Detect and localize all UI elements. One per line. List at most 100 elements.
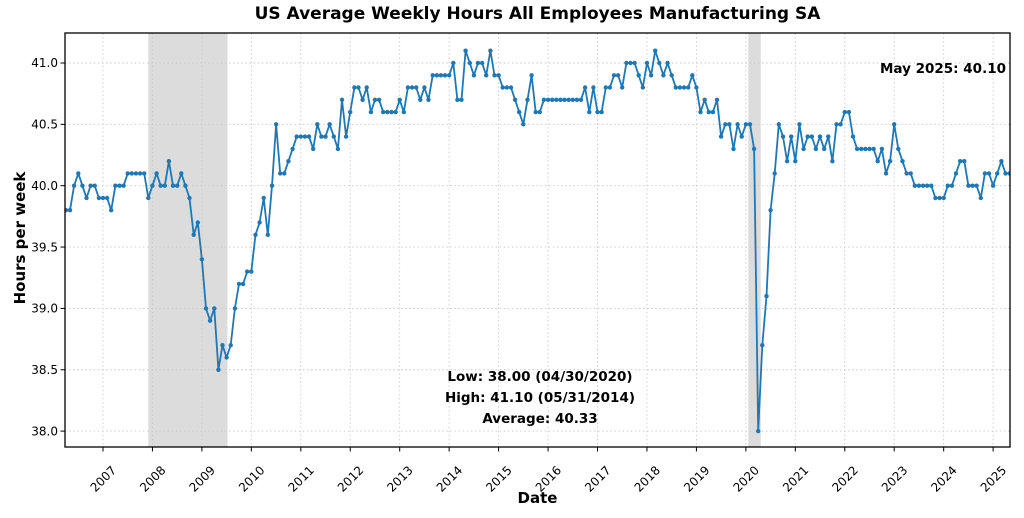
data-point bbox=[570, 97, 575, 103]
data-point bbox=[937, 195, 942, 201]
data-point bbox=[648, 73, 654, 78]
data-point bbox=[290, 146, 295, 152]
data-point bbox=[920, 183, 926, 188]
y-axis-label: Hours per week bbox=[11, 171, 29, 305]
data-point bbox=[875, 159, 880, 164]
data-point bbox=[492, 73, 497, 78]
data-point bbox=[863, 146, 868, 152]
data-point bbox=[475, 60, 481, 66]
data-point bbox=[430, 73, 435, 78]
data-point bbox=[203, 306, 209, 311]
data-point bbox=[364, 85, 369, 90]
data-point bbox=[784, 159, 790, 164]
data-point bbox=[805, 134, 810, 139]
data-point bbox=[187, 195, 192, 201]
data-point bbox=[747, 122, 753, 127]
data-point bbox=[760, 343, 765, 348]
data-point bbox=[133, 171, 139, 176]
data-point bbox=[166, 159, 172, 164]
data-point bbox=[896, 146, 901, 152]
data-point bbox=[389, 109, 394, 115]
data-point bbox=[842, 109, 847, 115]
data-point bbox=[360, 97, 365, 103]
data-point bbox=[146, 195, 151, 201]
gridlines bbox=[65, 33, 1010, 447]
y-tick-label: 39.0 bbox=[31, 302, 58, 316]
data-point bbox=[484, 73, 489, 78]
data-point bbox=[665, 60, 670, 66]
data-point bbox=[743, 122, 749, 127]
data-point bbox=[352, 85, 357, 90]
data-point bbox=[694, 85, 699, 90]
data-point bbox=[826, 134, 831, 139]
data-point bbox=[628, 60, 633, 66]
data-point bbox=[789, 134, 794, 139]
data-point bbox=[550, 97, 555, 103]
data-point bbox=[615, 73, 621, 78]
data-point bbox=[714, 97, 720, 103]
data-point bbox=[603, 85, 608, 90]
data-point bbox=[986, 171, 992, 176]
data-point bbox=[76, 171, 81, 176]
data-point bbox=[982, 171, 988, 176]
data-point bbox=[558, 97, 563, 103]
data-point bbox=[137, 171, 143, 176]
data-point bbox=[966, 183, 971, 188]
data-point bbox=[228, 343, 233, 348]
recession-band bbox=[748, 33, 761, 447]
data-point bbox=[311, 146, 316, 152]
data-point bbox=[673, 85, 678, 90]
data-point bbox=[335, 146, 341, 152]
data-point bbox=[67, 208, 73, 213]
data-point bbox=[669, 73, 674, 78]
data-point bbox=[838, 122, 843, 127]
data-point bbox=[723, 122, 728, 127]
data-point bbox=[447, 73, 452, 78]
y-tick-label: 40.0 bbox=[31, 179, 58, 193]
data-point bbox=[129, 171, 134, 176]
data-point bbox=[294, 134, 299, 139]
data-point bbox=[348, 109, 353, 115]
data-point bbox=[282, 171, 287, 176]
data-point bbox=[224, 355, 229, 360]
y-tick-label: 38.5 bbox=[31, 363, 58, 377]
data-point bbox=[912, 183, 917, 188]
data-point bbox=[414, 85, 419, 90]
data-point bbox=[958, 159, 963, 164]
data-point bbox=[731, 146, 736, 152]
data-point bbox=[587, 109, 592, 115]
data-point bbox=[653, 48, 658, 53]
data-point bbox=[199, 257, 205, 262]
data-point bbox=[990, 183, 996, 188]
data-point bbox=[830, 159, 835, 164]
data-point bbox=[240, 281, 246, 287]
data-point bbox=[245, 269, 250, 274]
data-point bbox=[323, 134, 328, 139]
data-point bbox=[562, 97, 567, 103]
data-point bbox=[904, 171, 909, 176]
data-point bbox=[273, 122, 279, 127]
y-tick-label: 41.0 bbox=[31, 56, 58, 70]
data-point bbox=[859, 146, 864, 152]
data-point bbox=[175, 183, 180, 188]
data-point bbox=[908, 171, 913, 176]
data-point bbox=[158, 183, 163, 188]
data-point bbox=[331, 134, 336, 139]
data-point bbox=[216, 367, 221, 372]
data-point bbox=[776, 122, 781, 127]
data-point bbox=[772, 171, 777, 176]
data-point bbox=[657, 60, 662, 66]
data-point bbox=[941, 195, 946, 201]
data-point bbox=[504, 85, 509, 90]
data-point bbox=[620, 85, 625, 90]
chart-title: US Average Weekly Hours All Employees Ma… bbox=[254, 4, 821, 24]
data-point bbox=[566, 97, 571, 103]
data-point bbox=[611, 73, 617, 78]
data-point bbox=[970, 183, 975, 188]
data-point bbox=[125, 171, 130, 176]
data-point bbox=[813, 146, 819, 152]
data-point bbox=[92, 183, 97, 188]
data-point bbox=[900, 159, 905, 164]
data-point bbox=[463, 48, 468, 53]
data-point bbox=[302, 134, 308, 139]
